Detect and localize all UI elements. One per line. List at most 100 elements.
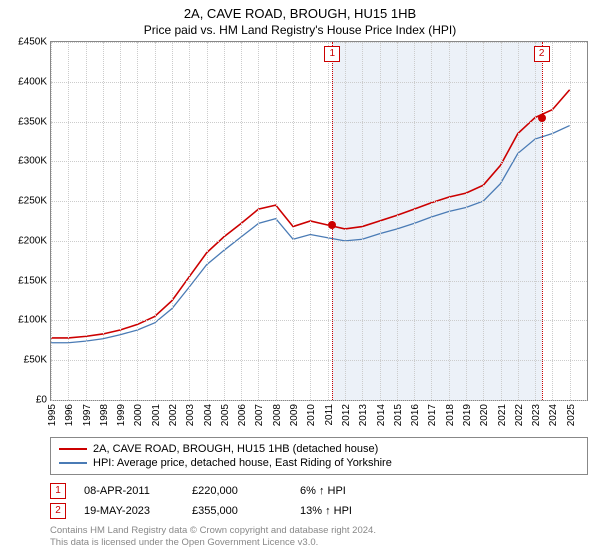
gridline-v: [518, 42, 519, 400]
event-marker-badge: 1: [324, 46, 340, 62]
y-axis-label: £400K: [18, 76, 47, 87]
y-axis-label: £350K: [18, 116, 47, 127]
gridline-v: [345, 42, 346, 400]
event-price-2: £355,000: [192, 505, 282, 517]
x-axis-label: 1997: [82, 404, 93, 426]
x-axis-label: 2010: [306, 404, 317, 426]
gridline-h: [51, 320, 587, 321]
x-axis-label: 2015: [393, 404, 404, 426]
gridline-v: [276, 42, 277, 400]
gridline-v: [362, 42, 363, 400]
gridline-h: [51, 42, 587, 43]
gridline-v: [501, 42, 502, 400]
gridline-v: [310, 42, 311, 400]
x-axis-label: 2008: [272, 404, 283, 426]
x-axis-label: 2000: [133, 404, 144, 426]
x-axis-label: 2023: [531, 404, 542, 426]
gridline-h: [51, 122, 587, 123]
x-axis-label: 2020: [479, 404, 490, 426]
gridline-h: [51, 281, 587, 282]
legend-swatch-hpi: [59, 462, 87, 464]
footer-line-2: This data is licensed under the Open Gov…: [50, 537, 588, 549]
event-delta-1: 6% ↑ HPI: [300, 485, 390, 497]
gridline-v: [552, 42, 553, 400]
legend-item-property: 2A, CAVE ROAD, BROUGH, HU15 1HB (detache…: [59, 442, 579, 456]
x-axis-label: 2024: [548, 404, 559, 426]
gridline-v: [431, 42, 432, 400]
x-axis-label: 2004: [203, 404, 214, 426]
x-axis-label: 1995: [47, 404, 58, 426]
y-axis-label: £200K: [18, 235, 47, 246]
gridline-v: [51, 42, 52, 400]
x-axis-label: 2021: [497, 404, 508, 426]
gridline-v: [328, 42, 329, 400]
gridline-h: [51, 400, 587, 401]
event-line: [542, 42, 543, 400]
gridline-v: [466, 42, 467, 400]
chart-container: 2A, CAVE ROAD, BROUGH, HU15 1HB Price pa…: [0, 0, 600, 560]
gridline-h: [51, 241, 587, 242]
event-price-1: £220,000: [192, 485, 282, 497]
y-axis-label: £300K: [18, 156, 47, 167]
x-axis-label: 2011: [324, 404, 335, 426]
gridline-v: [207, 42, 208, 400]
x-axis-label: 2003: [185, 404, 196, 426]
gridline-v: [137, 42, 138, 400]
footer-line-1: Contains HM Land Registry data © Crown c…: [50, 525, 588, 537]
gridline-h: [51, 161, 587, 162]
line-layer: [51, 42, 587, 400]
event-badge-2: 2: [50, 503, 66, 519]
x-axis-label: 2001: [151, 404, 162, 426]
x-axis-label: 2022: [514, 404, 525, 426]
gridline-v: [86, 42, 87, 400]
gridline-v: [449, 42, 450, 400]
legend-swatch-property: [59, 448, 87, 450]
gridline-v: [68, 42, 69, 400]
event-row-1: 1 08-APR-2011 £220,000 6% ↑ HPI: [50, 481, 588, 501]
x-axis-label: 2002: [168, 404, 179, 426]
gridline-v: [397, 42, 398, 400]
y-axis-label: £450K: [18, 37, 47, 48]
chart-title: 2A, CAVE ROAD, BROUGH, HU15 1HB: [0, 0, 600, 21]
chart-area: £0£50K£100K£150K£200K£250K£300K£350K£400…: [50, 41, 588, 401]
y-axis-label: £50K: [24, 355, 47, 366]
event-badge-1: 1: [50, 483, 66, 499]
gridline-v: [570, 42, 571, 400]
x-axis-label: 2017: [427, 404, 438, 426]
gridline-v: [380, 42, 381, 400]
y-axis-label: £100K: [18, 315, 47, 326]
gridline-v: [535, 42, 536, 400]
x-axis-label: 2013: [358, 404, 369, 426]
event-date-2: 19-MAY-2023: [84, 505, 174, 517]
chart-subtitle: Price paid vs. HM Land Registry's House …: [0, 21, 600, 41]
y-axis-label: £0: [36, 395, 47, 406]
x-axis-label: 2005: [220, 404, 231, 426]
plot-region: £0£50K£100K£150K£200K£250K£300K£350K£400…: [50, 41, 588, 401]
legend-item-hpi: HPI: Average price, detached house, East…: [59, 456, 579, 470]
gridline-h: [51, 360, 587, 361]
gridline-v: [258, 42, 259, 400]
legend-label-property: 2A, CAVE ROAD, BROUGH, HU15 1HB (detache…: [93, 443, 378, 455]
gridline-v: [189, 42, 190, 400]
gridline-v: [483, 42, 484, 400]
y-axis-label: £250K: [18, 196, 47, 207]
gridline-v: [293, 42, 294, 400]
event-marker-badge: 2: [534, 46, 550, 62]
x-axis-label: 2014: [376, 404, 387, 426]
gridline-v: [241, 42, 242, 400]
x-axis-label: 1998: [99, 404, 110, 426]
x-axis-label: 2012: [341, 404, 352, 426]
events-table: 1 08-APR-2011 £220,000 6% ↑ HPI 2 19-MAY…: [50, 481, 588, 521]
gridline-h: [51, 82, 587, 83]
gridline-v: [224, 42, 225, 400]
legend: 2A, CAVE ROAD, BROUGH, HU15 1HB (detache…: [50, 437, 588, 475]
x-axis-label: 2009: [289, 404, 300, 426]
gridline-h: [51, 201, 587, 202]
sale-marker: [328, 221, 336, 229]
x-axis-label: 2007: [254, 404, 265, 426]
x-axis-label: 2016: [410, 404, 421, 426]
gridline-v: [414, 42, 415, 400]
event-delta-2: 13% ↑ HPI: [300, 505, 390, 517]
gridline-v: [120, 42, 121, 400]
x-axis-label: 2006: [237, 404, 248, 426]
